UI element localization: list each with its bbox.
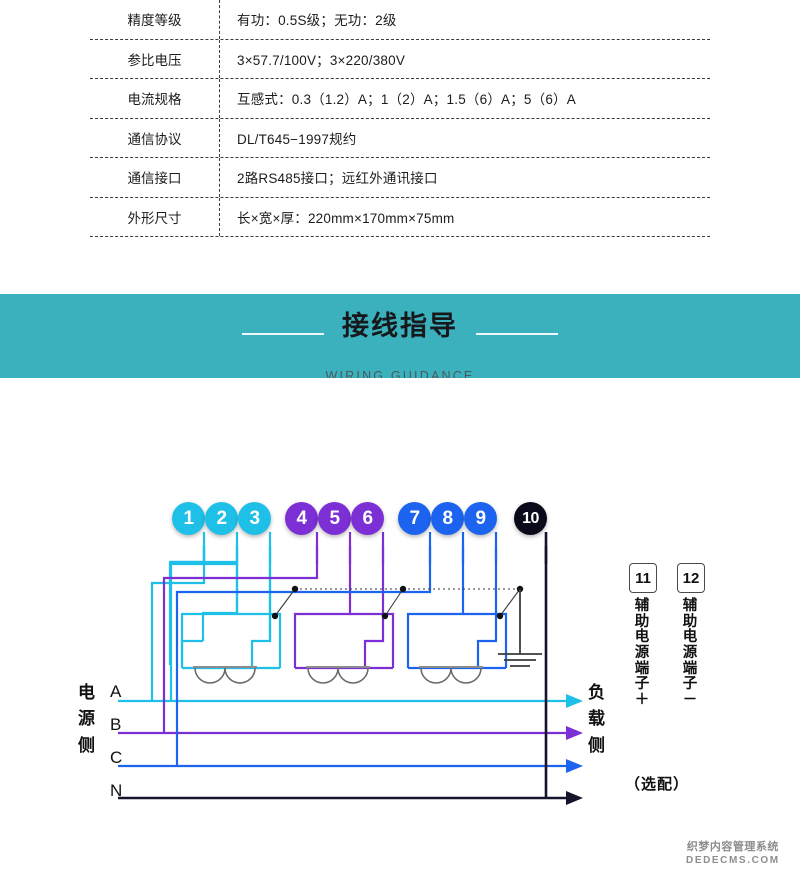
terminal-circle-6: 6	[351, 502, 384, 535]
watermark-en: DEDECMS.COM	[686, 855, 780, 866]
spec-label: 参比电压	[90, 39, 220, 78]
aux-terminal-12: 12 辅助电源端子－	[677, 563, 705, 709]
wiring-schematic-svg	[0, 378, 800, 848]
aux-terminal-12-text-char: 端	[682, 660, 698, 677]
spec-value: 3×57.7/100V；3×220/380V	[237, 52, 406, 68]
terminal-circle-10: 10	[514, 502, 547, 535]
banner-title-row: 接线指导	[242, 291, 558, 363]
spec-value: 互感式：0.3（1.2）A；1（2）A；1.5（6）A；5（6）A	[237, 92, 576, 108]
aux-terminal-12-text: 辅助电源端子－	[677, 598, 703, 709]
table-row: 参比电压 3×57.7/100V；3×220/380V	[90, 39, 710, 79]
terminal-circle-2: 2	[205, 502, 238, 535]
source-side-label: 电源侧	[78, 680, 95, 759]
site-watermark: 织梦内容管理系统 DEDECMS.COM	[686, 838, 780, 866]
source-side-char: 源	[78, 709, 95, 729]
spec-label: 电流规格	[90, 79, 220, 118]
table-row: 外形尺寸 长×宽×厚：220mm×170mm×75mm	[90, 197, 710, 237]
aux-terminal-11: 11 辅助电源端子＋	[629, 563, 657, 709]
spec-value: DL/T645−1997规约	[237, 131, 357, 147]
wiring-guidance-banner: 接线指导 WIRING GUIDANCE	[0, 291, 800, 383]
load-side-char: 侧	[588, 735, 605, 755]
terminal-circle-1: 1	[172, 502, 205, 535]
spec-label: 外形尺寸	[90, 197, 220, 236]
phase-label-C: C	[110, 748, 123, 767]
load-side-label: 负载侧	[588, 680, 605, 759]
spec-label: 通信接口	[90, 158, 220, 197]
specification-table: 精度等级 有功：0.5S级；无功：2级参比电压 3×57.7/100V；3×220/…	[90, 0, 710, 237]
wiring-diagram: 三相四线互感器接入式：	[0, 378, 800, 848]
terminal-circle-9: 9	[464, 502, 497, 535]
aux-optional-label: （选配）	[625, 776, 690, 793]
banner-rule-left	[242, 332, 324, 335]
aux-terminal-11-text-char: 端	[634, 660, 650, 677]
phase-label-A: A	[110, 682, 122, 701]
aux-terminal-12-number: 12	[677, 563, 705, 593]
aux-terminal-11-text-char: 源	[634, 644, 650, 661]
aux-terminal-11-number: 11	[629, 563, 657, 593]
source-side-char: 电	[78, 683, 95, 702]
spec-value: 2路RS485接口；远红外通讯接口	[237, 171, 438, 187]
load-side-char: 载	[588, 709, 605, 729]
aux-terminal-12-text-char: 助	[682, 613, 698, 630]
terminal-circle-7: 7	[398, 502, 431, 535]
aux-terminal-11-text-char: 助	[634, 613, 650, 630]
phase-label-N: N	[110, 781, 123, 800]
spec-value: 有功：0.5S级；无功：2级	[237, 13, 397, 29]
terminal-circle-4: 4	[285, 502, 318, 535]
aux-terminal-12-text-char: 子	[682, 676, 698, 693]
phase-label-B: B	[110, 715, 122, 734]
terminal-circle-5: 5	[318, 502, 351, 535]
banner-title: 接线指导	[342, 311, 458, 341]
load-side-char: 负	[588, 683, 605, 702]
aux-terminal-11-text-char: 辅	[634, 598, 650, 614]
banner-rule-right	[476, 332, 558, 335]
aux-terminal-12-text-char: 电	[682, 629, 698, 646]
aux-terminal-12-text-char: 源	[682, 644, 698, 661]
terminal-circle-8: 8	[431, 502, 464, 535]
table-row: 通信接口 2路RS485接口；远红外通讯接口	[90, 158, 710, 198]
spec-value: 长×宽×厚：220mm×170mm×75mm	[237, 210, 455, 226]
aux-terminal-11-text-char: 子	[634, 676, 650, 693]
source-side-char: 侧	[78, 735, 95, 755]
watermark-cn: 织梦内容管理系统	[686, 841, 779, 853]
aux-terminal-11-text-char: ＋	[634, 691, 650, 708]
aux-terminal-11-text-char: 电	[634, 629, 650, 646]
table-row: 通信协议 DL/T645−1997规约	[90, 118, 710, 158]
table-row: 精度等级 有功：0.5S级；无功：2级	[90, 0, 710, 40]
spec-label: 精度等级	[90, 0, 220, 39]
aux-terminal-11-text: 辅助电源端子＋	[629, 598, 655, 709]
aux-terminal-12-text-char: 辅	[682, 598, 698, 614]
aux-terminal-12-text-char: －	[682, 691, 698, 708]
table-row: 电流规格 互感式：0.3（1.2）A；1（2）A；1.5（6）A；5（6）A	[90, 79, 710, 119]
terminal-circle-3: 3	[238, 502, 271, 535]
spec-label: 通信协议	[90, 118, 220, 157]
